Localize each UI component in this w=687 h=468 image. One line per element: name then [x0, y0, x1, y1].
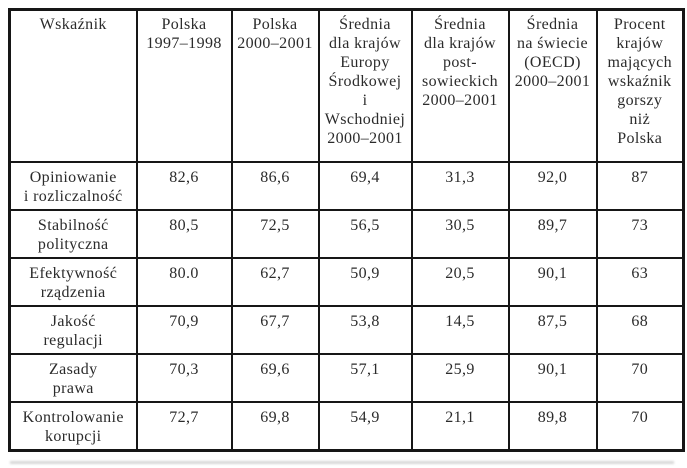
table-cell: 21,1 — [410, 401, 510, 452]
table-cell: 80,5 — [135, 209, 233, 259]
table-cell: 70,3 — [135, 353, 233, 403]
table-cell: 89,7 — [507, 209, 598, 259]
table-cell: 20,5 — [410, 257, 510, 307]
table-cell: 92,0 — [507, 161, 598, 211]
column-header-srednia-oecd: Średnia na świecie (OECD) 2000–2001 — [507, 8, 598, 163]
table-cell: 72,7 — [135, 401, 233, 452]
table-cell: 31,3 — [410, 161, 510, 211]
table-cell: 70 — [595, 401, 685, 452]
table-cell: 72,5 — [230, 209, 320, 259]
table-cell: 25,9 — [410, 353, 510, 403]
table-row: Stabilność polityczna 80,5 72,5 56,5 30,… — [8, 209, 685, 259]
table-row: Efektywność rządzenia 80.0 62,7 50,9 20,… — [8, 257, 685, 307]
table-cell: 90,1 — [507, 257, 598, 307]
table-row: Opiniowanie i rozliczalność 82,6 86,6 69… — [8, 161, 685, 211]
row-label: Kontrolowanie korupcji — [8, 401, 138, 452]
scan-artifact — [10, 461, 674, 464]
column-header-srednia-europa-srodkowa: Średnia dla krajów Europy Środkowej i Ws… — [317, 8, 413, 163]
table-cell: 70 — [595, 353, 685, 403]
table-cell: 54,9 — [317, 401, 413, 452]
column-header-procent-gorszy: Procent krajów mających wskaźnik gorszy … — [595, 8, 685, 163]
table-row: Zasady prawa 70,3 69,6 57,1 25,9 90,1 70 — [8, 353, 685, 403]
table-cell: 69,8 — [230, 401, 320, 452]
table-cell: 87 — [595, 161, 685, 211]
table-cell: 82,6 — [135, 161, 233, 211]
table-row: Jakość regulacji 70,9 67,7 53,8 14,5 87,… — [8, 305, 685, 355]
column-header-polska-2000-2001: Polska 2000–2001 — [230, 8, 320, 163]
column-header-srednia-postsowieckie: Średnia dla krajów post- sowieckich 2000… — [410, 8, 510, 163]
header-row: Wskaźnik Polska 1997–1998 Polska 2000–20… — [8, 8, 685, 163]
table-cell: 90,1 — [507, 353, 598, 403]
row-label: Stabilność polityczna — [8, 209, 138, 259]
table-cell: 68 — [595, 305, 685, 355]
row-label: Jakość regulacji — [8, 305, 138, 355]
column-header-polska-1997-1998: Polska 1997–1998 — [135, 8, 233, 163]
table-cell: 53,8 — [317, 305, 413, 355]
table-cell: 56,5 — [317, 209, 413, 259]
table-cell: 30,5 — [410, 209, 510, 259]
table-cell: 80.0 — [135, 257, 233, 307]
table-cell: 63 — [595, 257, 685, 307]
table-cell: 73 — [595, 209, 685, 259]
table-cell: 14,5 — [410, 305, 510, 355]
row-label: Efektywność rządzenia — [8, 257, 138, 307]
table-cell: 86,6 — [230, 161, 320, 211]
row-label: Zasady prawa — [8, 353, 138, 403]
row-label: Opiniowanie i rozliczalność — [8, 161, 138, 211]
table-cell: 69,6 — [230, 353, 320, 403]
table-cell: 69,4 — [317, 161, 413, 211]
table-cell: 67,7 — [230, 305, 320, 355]
indicators-table: Wskaźnik Polska 1997–1998 Polska 2000–20… — [8, 8, 685, 452]
table-cell: 87,5 — [507, 305, 598, 355]
table-cell: 62,7 — [230, 257, 320, 307]
table-cell: 70,9 — [135, 305, 233, 355]
table-cell: 50,9 — [317, 257, 413, 307]
table-cell: 57,1 — [317, 353, 413, 403]
table-row: Kontrolowanie korupcji 72,7 69,8 54,9 21… — [8, 401, 685, 452]
column-header-wskaznik: Wskaźnik — [8, 8, 138, 163]
table-cell: 89,8 — [507, 401, 598, 452]
